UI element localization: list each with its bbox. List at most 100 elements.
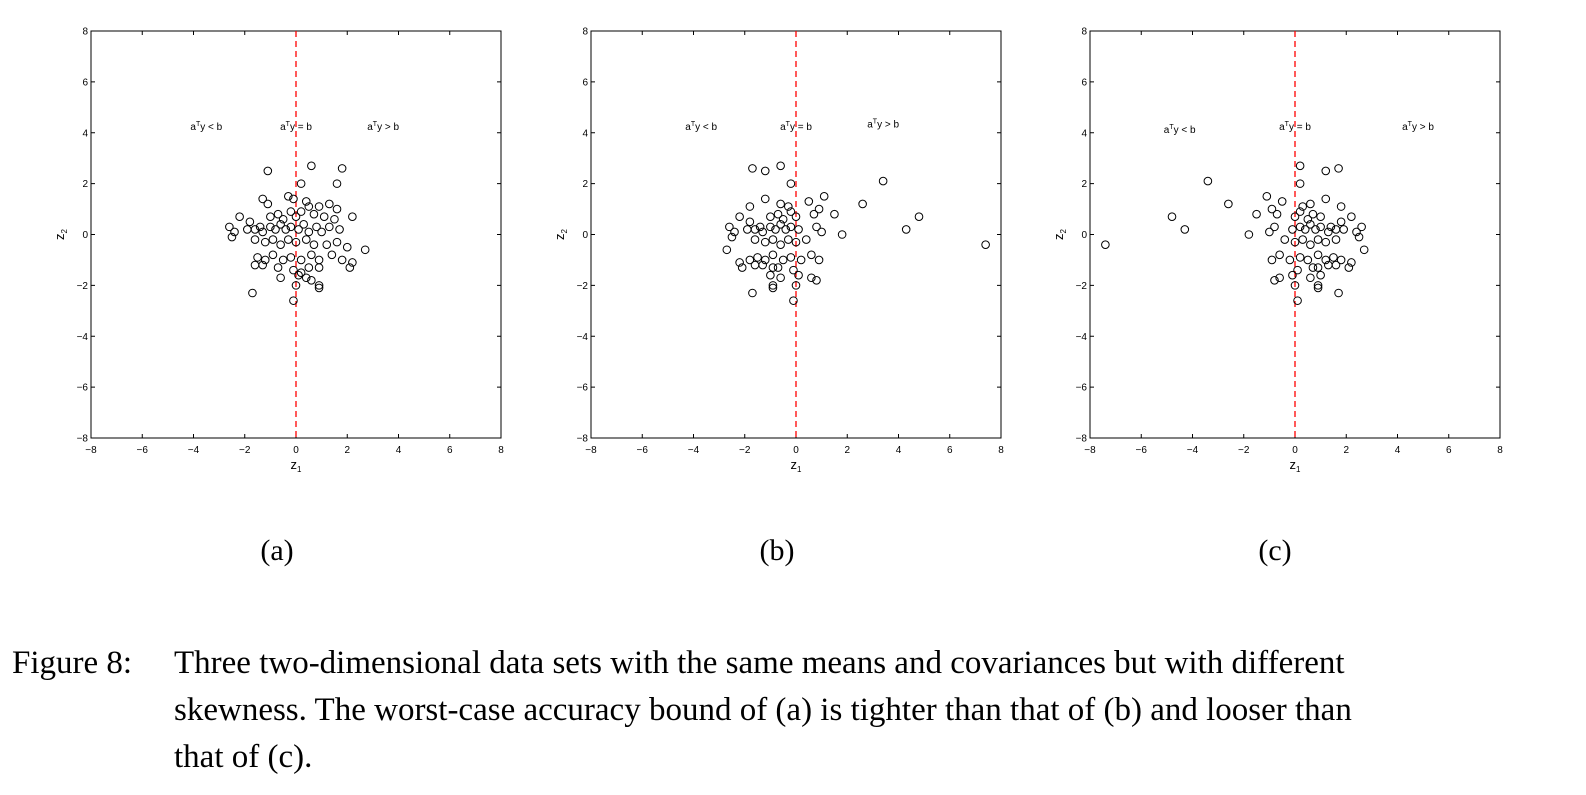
data-point-c: [1339, 225, 1348, 234]
data-point-b: [801, 235, 811, 244]
region-annotation-c-3: aTy > b: [1402, 121, 1434, 133]
data-point-b: [771, 225, 780, 234]
data-point-c: [1347, 212, 1356, 221]
data-point-a: [276, 220, 285, 229]
data-point-a: [266, 222, 275, 232]
y-tick-label-b: 4: [582, 128, 588, 139]
data-point-c: [1272, 209, 1282, 219]
data-point-a: [225, 222, 234, 232]
data-point-a: [258, 227, 267, 237]
data-point-c: [1285, 255, 1295, 265]
data-point-b: [760, 166, 770, 176]
data-point-a: [294, 270, 303, 280]
figure-caption-line-2: skewness. The worst-case accuracy bound …: [174, 692, 1352, 728]
data-point-a: [314, 202, 324, 211]
data-point-a: [230, 227, 239, 237]
data-point-a: [289, 194, 298, 204]
y-axis-label-b: z2: [552, 228, 569, 240]
data-point-c: [1295, 179, 1305, 188]
data-point-a: [337, 255, 347, 265]
data-point-a: [286, 222, 296, 232]
data-point-c: [1280, 235, 1290, 244]
data-point-c: [1308, 209, 1318, 219]
data-point-b: [901, 225, 911, 234]
region-annotation-a-2: aTy = b: [280, 121, 312, 133]
data-point-a: [332, 237, 342, 247]
data-point-b: [755, 222, 765, 232]
region-annotation-c-1: aTy < b: [1164, 124, 1196, 136]
data-point-a: [317, 227, 326, 237]
data-point-b: [778, 214, 788, 224]
data-point-a: [314, 255, 324, 265]
data-point-b: [807, 250, 816, 260]
data-point-b: [730, 227, 739, 237]
data-point-a: [335, 225, 344, 234]
data-point-b: [786, 207, 796, 216]
scatter-plot-a: −8−8 −6 −6 −4 −4 −2 −2 0 0 2 2 4 4 6 6 8 8 z1 z2 aTy < b aTy…: [52, 27, 504, 475]
data-point-b: [748, 288, 757, 298]
data-point-b: [758, 227, 767, 237]
y-tick-label-a: −4: [77, 332, 89, 343]
data-point-a: [284, 192, 293, 201]
data-point-c: [1300, 225, 1310, 234]
data-point-a: [332, 204, 342, 214]
y-tick-label-b: −6: [577, 383, 589, 394]
scatter-plot-c: −8−8 −6 −6 −4 −4 −2 −2 0 0 2 2 4 4 6 6 8 8 z1 z2 aTy < b aTy…: [1051, 27, 1503, 475]
data-point-a: [327, 250, 337, 260]
data-point-b: [786, 179, 796, 188]
data-point-c: [1298, 235, 1307, 244]
data-point-a: [250, 260, 260, 270]
data-point-b: [781, 225, 791, 234]
data-point-c: [1303, 255, 1313, 265]
data-point-c: [1313, 235, 1323, 244]
data-point-c: [1293, 265, 1302, 275]
y-tick-label-b: 6: [582, 77, 588, 88]
data-point-b: [814, 204, 824, 214]
data-point-b: [745, 217, 755, 227]
data-point-a: [304, 263, 314, 272]
y-tick-label-a: −2: [77, 281, 89, 292]
y-tick-label-a: −6: [77, 383, 89, 394]
data-point-b: [753, 253, 762, 262]
region-annotation-c-2: aTy = b: [1279, 121, 1311, 133]
y-tick-label-c: −2: [1076, 281, 1088, 292]
data-point-a: [278, 255, 288, 265]
y-tick-label-b: −8: [577, 434, 589, 445]
data-point-a: [291, 281, 301, 290]
y-tick-label-a: 2: [82, 179, 88, 190]
x-tick-label-b: −6: [637, 445, 649, 456]
data-point-b: [750, 235, 760, 244]
x-tick-label-b: −4: [688, 445, 700, 456]
y-axis-label-a: z2: [52, 228, 69, 240]
data-point-c: [1277, 197, 1287, 206]
data-point-c: [1167, 212, 1177, 221]
x-axis-label-a: z1: [291, 457, 303, 474]
data-point-c: [1316, 222, 1325, 232]
region-annotation-a-3: aTy > b: [367, 121, 399, 133]
data-point-c: [1321, 255, 1331, 265]
data-point-a: [301, 197, 311, 206]
data-point-a: [273, 263, 283, 272]
data-point-c: [1270, 275, 1279, 285]
data-point-a: [260, 237, 270, 247]
data-point-a: [330, 214, 339, 224]
data-point-c: [1295, 207, 1305, 216]
data-point-b: [768, 281, 778, 290]
y-tick-label-b: 0: [582, 230, 588, 241]
figure-caption-line-3: that of (c).: [174, 739, 313, 775]
y-tick-label-b: 8: [582, 27, 588, 38]
data-point-a: [250, 225, 260, 234]
data-point-b: [722, 245, 732, 255]
data-point-a: [296, 179, 306, 188]
data-point-c: [1331, 225, 1341, 234]
data-point-a: [291, 237, 301, 247]
data-point-a: [319, 212, 329, 221]
data-point-c: [1303, 214, 1313, 224]
data-point-b: [727, 232, 737, 242]
x-tick-label-c: −6: [1136, 445, 1148, 456]
data-point-b: [878, 176, 888, 186]
data-point-a: [307, 275, 316, 285]
data-point-b: [766, 212, 775, 221]
data-point-b: [768, 263, 778, 272]
